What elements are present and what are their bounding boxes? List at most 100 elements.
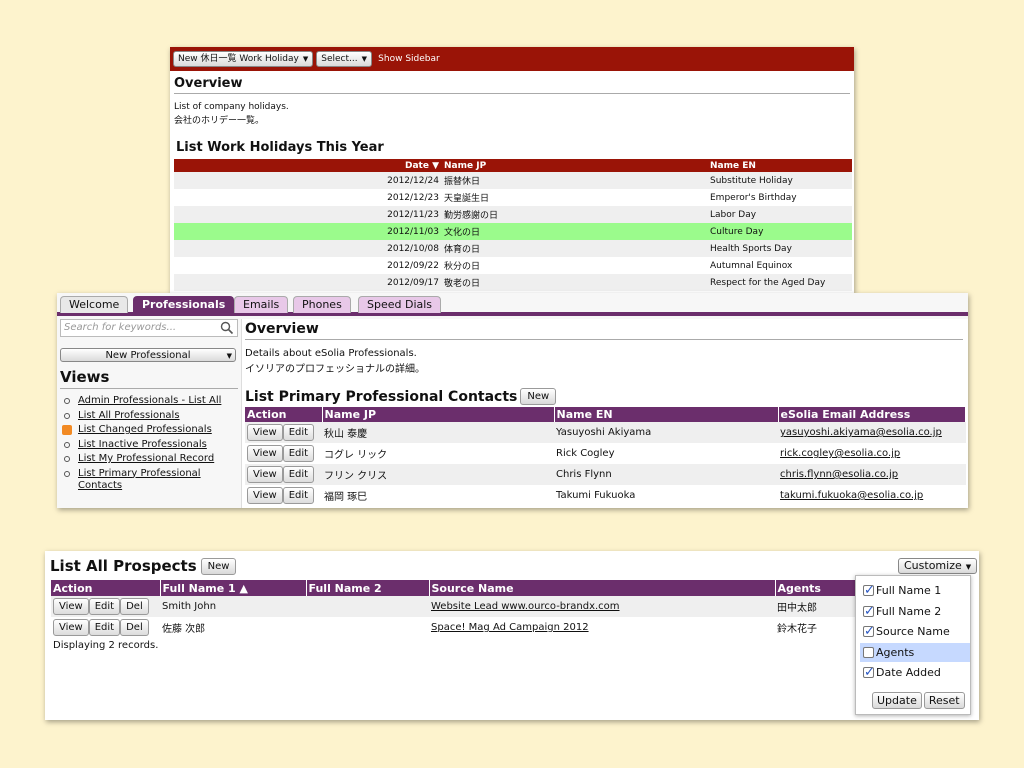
show-sidebar-link[interactable]: Show Sidebar <box>378 54 440 64</box>
column-header-full-name-2[interactable]: Full Name 2 <box>306 580 430 596</box>
row-actions: View Edit Del <box>51 617 160 638</box>
chevron-down-icon: ▼ <box>361 55 367 63</box>
view-link[interactable]: Admin Professionals - List All <box>78 395 222 406</box>
column-header-source-name[interactable]: Source Name <box>429 580 776 596</box>
edit-button[interactable]: Edit <box>282 487 315 504</box>
table-row[interactable]: 2012/12/23 天皇誕生日 Emperor's Birthday <box>174 189 852 206</box>
checkbox-checked[interactable]: ✓ <box>863 583 875 598</box>
main-content: Overview Details about eSolia Profession… <box>241 319 968 508</box>
column-header-name-jp[interactable]: Name JP <box>442 159 708 172</box>
option-label: Full Name 1 <box>876 584 942 597</box>
column-header-name-en[interactable]: Name EN <box>708 159 852 172</box>
view-button[interactable]: View <box>53 598 89 615</box>
views-list: Admin Professionals - List All List All … <box>60 395 238 492</box>
column-header-name-en[interactable]: Name EN <box>554 407 779 422</box>
view-button[interactable]: View <box>247 445 283 462</box>
checkmark-icon: ✓ <box>864 583 875 598</box>
column-option-agents[interactable]: Agents <box>860 643 970 662</box>
checkmark-icon: ✓ <box>864 624 875 639</box>
contacts-list-heading: List Primary Professional Contacts New <box>245 388 968 405</box>
checkbox-checked[interactable]: ✓ <box>863 604 875 619</box>
table-row: View Edit Del 佐藤 次郎 Space! Mag Ad Campaign… <box>51 617 859 638</box>
table-row[interactable]: 2012/09/22 秋分の日 Autumnal Equinox <box>174 257 852 274</box>
customize-select[interactable]: Customize ▼ <box>898 558 978 574</box>
email-link[interactable]: takumi.fukuoka@esolia.co.jp <box>780 490 924 501</box>
edit-button[interactable]: Edit <box>88 598 121 615</box>
column-header-agents[interactable]: Agents <box>775 580 859 596</box>
customize-dropdown: ✓ Full Name 1 ✓ Full Name 2 ✓ Source Name A… <box>855 575 971 715</box>
view-link[interactable]: List My Professional Record <box>78 453 215 464</box>
table-row[interactable]: 2012/09/17 敬老の日 Respect for the Aged Day <box>174 274 852 291</box>
delete-button[interactable]: Del <box>120 598 149 615</box>
column-option-full-name-1[interactable]: ✓ Full Name 1 <box>860 581 970 600</box>
column-header-name-jp[interactable]: Name JP <box>322 407 555 422</box>
prospect-source-cell: Space! Mag Ad Campaign 2012 <box>429 617 775 638</box>
holidays-toolbar: New 休日一覧 Work Holiday ▼ Select... ▼ Show Si… <box>170 47 854 71</box>
search-icon[interactable] <box>220 321 234 335</box>
new-holiday-select[interactable]: New 休日一覧 Work Holiday ▼ <box>173 51 314 67</box>
tab-welcome[interactable]: Welcome <box>60 296 129 313</box>
view-button[interactable]: View <box>247 487 283 504</box>
source-link[interactable]: Space! Mag Ad Campaign 2012 <box>431 622 589 633</box>
column-option-date-added[interactable]: ✓ Date Added <box>860 663 970 682</box>
checkbox-unchecked[interactable] <box>863 647 874 658</box>
search-input[interactable]: Search for keywords... <box>60 319 238 337</box>
tab-emails[interactable]: Emails <box>234 296 289 313</box>
checkmark-icon: ✓ <box>864 604 875 619</box>
table-row[interactable]: 2012/12/24 振替休日 Substitute Holiday <box>174 172 852 189</box>
tab-bar: Welcome Professionals Emails Phones Spee… <box>57 293 968 316</box>
column-header-email[interactable]: eSolia Email Address <box>778 407 966 422</box>
new-prospect-button[interactable]: New <box>200 558 237 575</box>
holiday-date: 2012/11/23 <box>174 206 442 223</box>
action-select[interactable]: Select... ▼ <box>316 51 372 67</box>
action-select-label: Select... <box>321 54 358 64</box>
option-label: Date Added <box>876 666 941 679</box>
chevron-down-icon: ▼ <box>226 352 232 360</box>
view-button[interactable]: View <box>247 466 283 483</box>
bullet-icon <box>64 398 70 404</box>
update-button[interactable]: Update <box>872 692 922 709</box>
bullet-icon <box>64 441 70 448</box>
reset-button[interactable]: Reset <box>923 692 965 709</box>
edit-button[interactable]: Edit <box>282 445 315 462</box>
table-row[interactable]: 2012/11/23 勤労感謝の日 Labor Day <box>174 206 852 223</box>
email-link[interactable]: chris.flynn@esolia.co.jp <box>780 469 899 480</box>
description-jp: イソリアのプロフェッショナルの詳細。 <box>245 364 425 375</box>
column-option-source-name[interactable]: ✓ Source Name <box>860 622 970 641</box>
source-link[interactable]: Website Lead www.ourco-brandx.com <box>431 601 620 612</box>
new-professional-select[interactable]: New Professional ▼ <box>60 348 236 362</box>
new-contact-button[interactable]: New <box>520 388 557 405</box>
list-item: List All Professionals <box>60 410 238 422</box>
column-header-date[interactable]: Date ▼ <box>174 159 442 172</box>
bullet-icon <box>64 470 70 477</box>
edit-button[interactable]: Edit <box>282 424 315 441</box>
prospect-full-name-2 <box>306 617 429 638</box>
tab-professionals[interactable]: Professionals <box>133 296 235 313</box>
view-link[interactable]: List Changed Professionals <box>78 424 212 435</box>
table-row[interactable]: 2012/10/08 体育の日 Health Sports Day <box>174 240 852 257</box>
email-link[interactable]: rick.cogley@esolia.co.jp <box>780 448 901 459</box>
view-link[interactable]: List Primary Professional Contacts <box>78 467 201 491</box>
edit-button[interactable]: Edit <box>282 466 315 483</box>
view-button[interactable]: View <box>247 424 283 441</box>
column-header-full-name-1[interactable]: Full Name 1 ▲ <box>160 580 307 596</box>
view-link[interactable]: List All Professionals <box>78 409 180 421</box>
description-jp: 会社のホリデー一覧。 <box>174 116 265 126</box>
email-link[interactable]: yasuyoshi.akiyama@esolia.co.jp <box>780 427 942 438</box>
list-item: List Inactive Professionals <box>60 439 238 451</box>
edit-button[interactable]: Edit <box>88 619 121 636</box>
delete-button[interactable]: Del <box>120 619 149 636</box>
view-button[interactable]: View <box>53 619 89 636</box>
tab-speed-dials[interactable]: Speed Dials <box>358 296 442 313</box>
checkbox-checked[interactable]: ✓ <box>863 665 875 680</box>
contact-name-jp: コグレ リック <box>324 450 388 461</box>
table-row-highlighted[interactable]: 2012/11/03 文化の日 Culture Day <box>174 223 852 240</box>
column-option-full-name-2[interactable]: ✓ Full Name 2 <box>860 602 970 621</box>
tab-phones[interactable]: Phones <box>293 296 351 313</box>
contact-name-en: Chris Flynn <box>554 464 778 485</box>
view-link[interactable]: List Inactive Professionals <box>78 438 207 450</box>
checkbox-checked[interactable]: ✓ <box>863 624 875 639</box>
rss-icon[interactable] <box>62 425 72 435</box>
holiday-date: 2012/12/24 <box>174 172 442 189</box>
holiday-name-jp: 文化の日 <box>442 223 708 240</box>
